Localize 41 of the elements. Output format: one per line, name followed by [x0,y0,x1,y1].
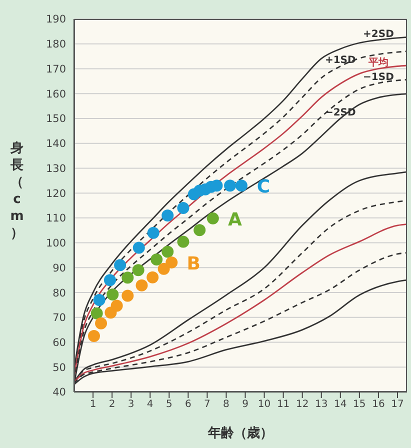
x-tick-label: 5 [166,399,172,410]
x-tick-label: 7 [204,399,210,410]
x-tick-label: 1 [90,399,96,410]
y-axis-title: 身長（cm） [9,140,25,242]
y-tick-label: 160 [46,88,66,100]
y-tick-label: 50 [52,362,66,374]
x-tick-label: 11 [276,399,290,410]
x-tick-label: 14 [334,399,347,410]
series-label: 平均 [367,56,388,69]
y-tick-label: 40 [52,386,66,399]
y-tick-label: 80 [52,287,66,300]
x-tick-label: 6 [184,399,192,410]
series-label: +2SD [363,28,394,40]
y-tick-label: 170 [46,63,66,76]
x-tick-label: 15 [353,399,366,410]
series-label: A [228,209,242,230]
y-tick-label: 150 [46,113,66,126]
x-tick-label: 16 [372,399,385,410]
x-tick-label: 3 [128,399,134,410]
x-tick-label: 13 [315,399,328,410]
x-tick-label: 8 [223,399,230,410]
x-tick-label: 12 [296,399,309,410]
series-label: B [186,253,200,274]
y-tick-label: 110 [46,212,66,225]
series-label: −1SD [363,72,394,84]
x-tick-label: 10 [258,399,271,410]
y-tick-label: 140 [46,138,66,150]
x-tick-label: 9 [242,399,248,410]
x-axis-title: 年齢（歳） [206,425,274,442]
series-label: C [256,176,270,198]
y-tick-label: 70 [52,312,66,324]
y-tick-label: 60 [52,336,66,349]
y-tick-label: 90 [52,262,66,274]
y-tick-label: 180 [46,38,66,51]
y-tick-label: 130 [46,162,66,175]
y-tick-label: 190 [46,14,66,26]
y-tick-label: 120 [46,188,66,200]
x-tick-label: 4 [146,399,154,410]
x-tick-label: 2 [108,399,116,410]
y-tick-label: 100 [46,238,66,250]
x-tick-label: 17 [391,399,404,410]
